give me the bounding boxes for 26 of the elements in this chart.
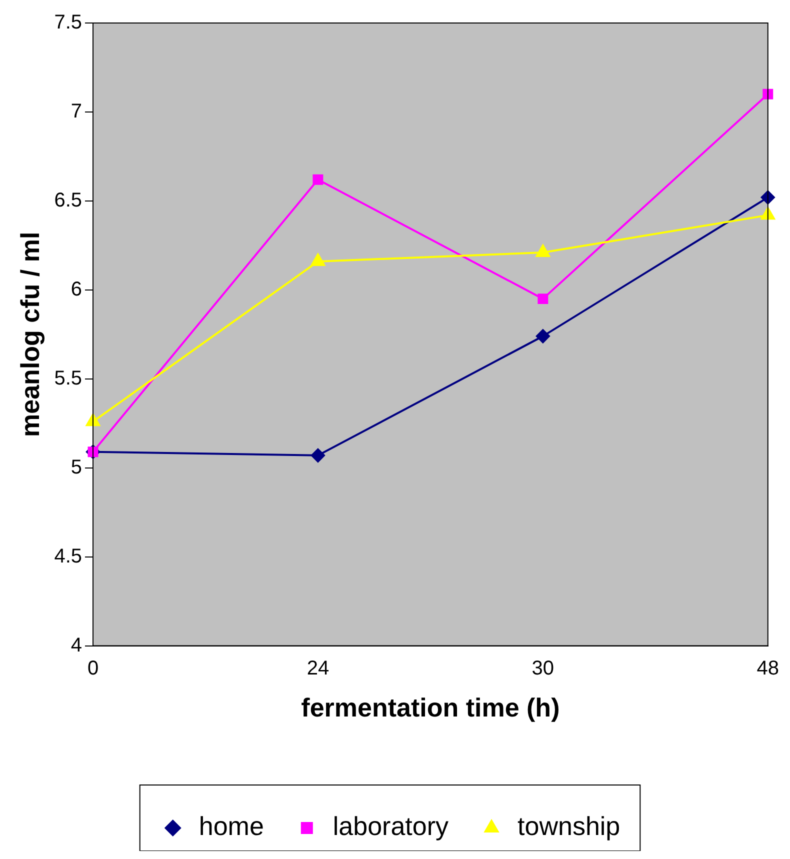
legend-label: laboratory	[332, 811, 449, 842]
y-tick-label: 4.5	[54, 545, 82, 568]
point	[760, 207, 775, 220]
point	[536, 244, 550, 258]
legend-label: home	[198, 811, 264, 842]
y-tick-label: 5	[70, 456, 82, 478]
point	[536, 329, 550, 344]
y-tick-label: 7.5	[54, 12, 82, 34]
x-axis-title: fermentation time (h)	[301, 692, 560, 723]
point	[310, 448, 325, 462]
x-tick-label: 30	[532, 657, 554, 680]
x-tick-label: 0	[87, 657, 99, 680]
point	[312, 174, 324, 185]
y-tick-label: 6	[70, 278, 82, 300]
x-tick-label: 24	[306, 657, 330, 680]
point	[310, 253, 326, 266]
y-tick-label: 5.5	[54, 367, 82, 390]
legend-label: township	[518, 811, 620, 842]
x-tick-label: 48	[756, 657, 779, 680]
point	[86, 414, 100, 426]
point	[538, 294, 548, 304]
y-axis-title: meanlog cfu / ml	[14, 232, 45, 437]
point	[762, 88, 774, 100]
y-tick-label: 6.5	[54, 189, 82, 212]
y-tick-label: 4	[70, 634, 82, 656]
y-tick-label: 7	[70, 100, 82, 122]
